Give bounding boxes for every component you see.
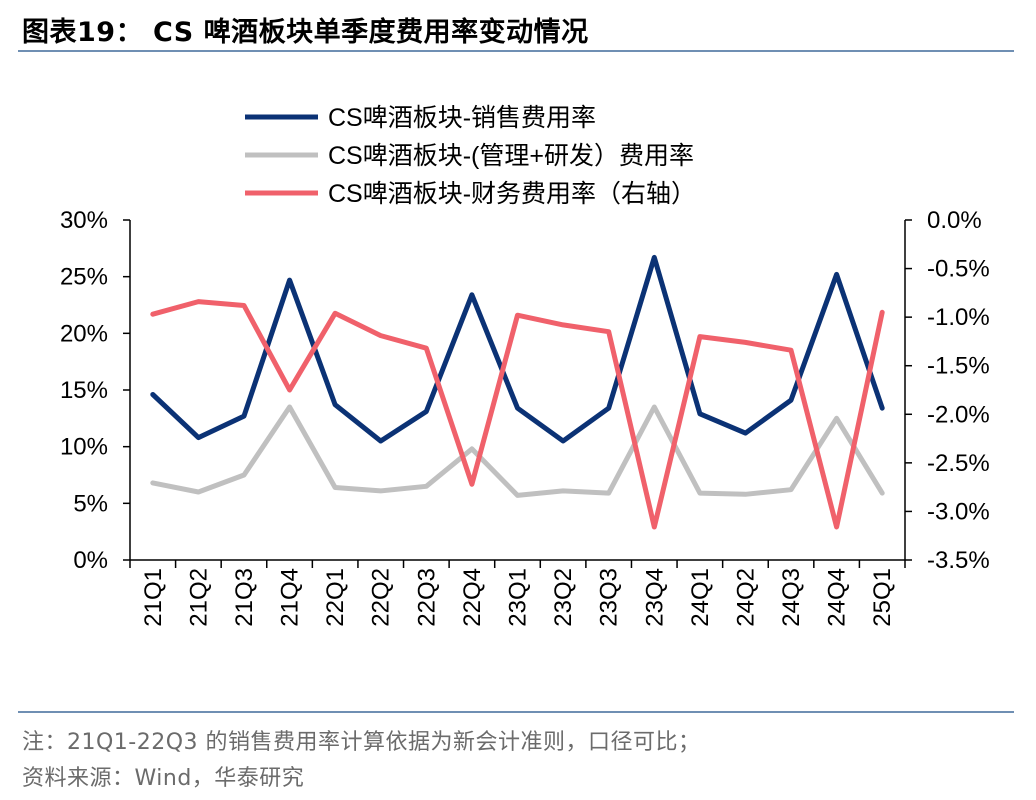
series-lines xyxy=(150,254,885,530)
left-axis-tick-label: 30% xyxy=(60,207,108,234)
legend: CS啤酒板块-销售费用率 CS啤酒板块-(管理+研发）费用率 CS啤酒板块-财务费用… xyxy=(245,104,696,208)
x-axis-tick-label: 22Q4 xyxy=(459,568,486,627)
x-axis-tick-label: 22Q2 xyxy=(368,568,395,627)
x-axis-tick-label: 21Q1 xyxy=(140,568,167,627)
right-axis-tick-label: -0.5% xyxy=(927,256,990,283)
axes: 0% 5% 10% 15% 20% 25% 30% 0.0% -0.5% -1.0% -1.5% -2… xyxy=(60,207,990,627)
x-axis-tick-label: 21Q3 xyxy=(231,568,258,627)
series-line-1 xyxy=(150,254,885,444)
right-axis-tick-label: 0.0% xyxy=(927,207,982,234)
left-axis-tick-label: 20% xyxy=(60,320,108,347)
page-title: 图表19： CS 啤酒板块单季度费用率变动情况 xyxy=(22,17,589,48)
right-axis-tick-label: -2.5% xyxy=(927,450,990,477)
source-note: 资料来源：Wind，华泰研究 xyxy=(22,766,305,791)
left-axis-tick-label: 5% xyxy=(73,490,108,517)
x-axis-tick-label: 21Q4 xyxy=(277,568,304,627)
right-axis-tick-label: -3.5% xyxy=(927,547,990,574)
left-axis-tick-label: 15% xyxy=(60,377,108,404)
legend-label-1: CS啤酒板块-销售费用率 xyxy=(328,104,596,132)
header-divider xyxy=(18,50,1014,52)
x-axis-tick-label: 24Q4 xyxy=(824,568,851,627)
legend-label-3: CS啤酒板块-财务费用率（右轴） xyxy=(328,180,696,208)
x-axis-tick-label: 23Q2 xyxy=(550,568,577,627)
right-axis-tick-label: -1.5% xyxy=(927,353,990,380)
x-axis-tick-label: 22Q1 xyxy=(322,568,349,627)
x-axis-tick-label: 24Q1 xyxy=(687,568,714,627)
chart: CS啤酒板块-销售费用率 CS啤酒板块-(管理+研发）费用率 CS啤酒板块-财务费用… xyxy=(60,104,990,627)
legend-label-2: CS啤酒板块-(管理+研发）费用率 xyxy=(328,142,694,170)
x-axis-tick-label: 25Q1 xyxy=(869,568,896,627)
left-axis-tick-label: 25% xyxy=(60,264,108,291)
right-axis-tick-label: -1.0% xyxy=(927,304,990,331)
right-axis-tick-label: -3.0% xyxy=(927,498,990,525)
footer-divider xyxy=(18,711,1014,713)
series-line-3 xyxy=(150,299,885,530)
x-axis-tick-label: 22Q3 xyxy=(413,568,440,627)
x-axis-tick-label: 24Q2 xyxy=(732,568,759,627)
left-axis-tick-label: 0% xyxy=(73,547,108,574)
x-axis-tick-label: 23Q4 xyxy=(641,568,668,627)
left-axis-tick-label: 10% xyxy=(60,434,108,461)
x-axis-tick-label: 23Q3 xyxy=(596,568,623,627)
x-axis-tick-label: 24Q3 xyxy=(778,568,805,627)
x-axis-tick-label: 23Q1 xyxy=(505,568,532,627)
footnote: 注：21Q1-22Q3 的销售费用率计算依据为新会计准则，口径可比； xyxy=(22,730,701,755)
right-axis-tick-label: -2.0% xyxy=(927,401,990,428)
series-line-2 xyxy=(150,404,885,498)
x-axis-tick-label: 21Q2 xyxy=(185,568,212,627)
